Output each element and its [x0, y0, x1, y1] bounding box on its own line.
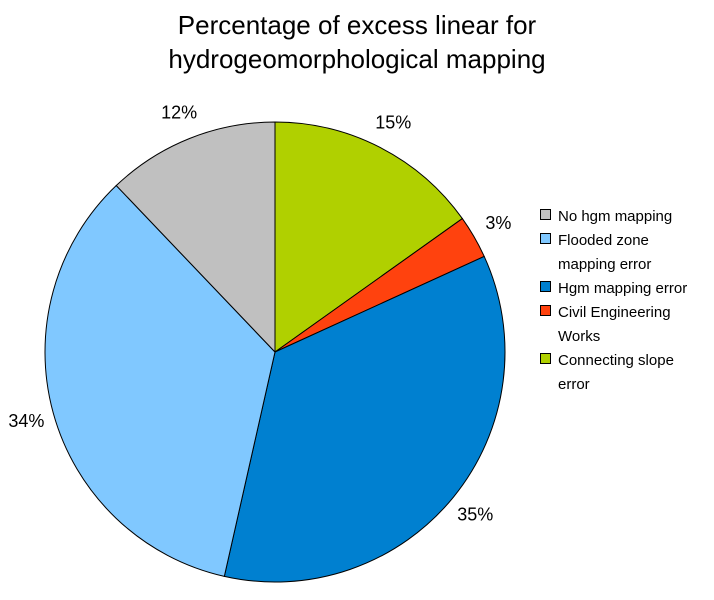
legend-swatch [540, 305, 551, 316]
legend-item-no-hgm-mapping: No hgm mapping [540, 205, 710, 229]
legend-swatch [540, 353, 551, 364]
chart-title-line-2: hydrogeomorphological mapping [168, 44, 546, 74]
legend-label-line: mapping error [558, 256, 652, 273]
legend-swatch [540, 209, 551, 220]
pie-slices [44, 121, 506, 583]
legend-label-line: Civil Engineering [558, 304, 671, 321]
legend: No hgm mapping Flooded zone mapping error H… [540, 205, 710, 397]
legend-label-line: Connecting slope [558, 352, 674, 369]
legend-label-line: Hgm mapping error [558, 280, 688, 297]
chart-title-line-1: Percentage of excess linear for [177, 10, 537, 40]
pie-labels: 15% 3% 35% 34% 12% [8, 102, 511, 524]
pie-slice-no-hgm-mapping [115, 121, 276, 354]
legend-label-line: Works [558, 328, 601, 345]
legend-swatch [540, 233, 551, 244]
chart-title: Percentage of excess linear for hydrogeo… [0, 8, 714, 76]
data-label-connecting-slope-error: 15% [375, 113, 411, 133]
data-label-flooded-zone-mapping-error: 34% [8, 411, 44, 431]
legend-item-civil-engineering-works: Civil Engineering Works [540, 301, 710, 349]
data-label-no-hgm-mapping: 12% [161, 102, 197, 122]
legend-label-line: error [558, 376, 590, 393]
data-label-civil-engineering-works: 3% [485, 213, 511, 233]
legend-item-connecting-slope-error: Connecting slope error [540, 349, 710, 397]
legend-swatch [540, 281, 551, 292]
legend-label-line: No hgm mapping [558, 208, 673, 225]
pie-slice-hgm-mapping-error [223, 255, 506, 583]
data-label-hgm-mapping-error: 35% [457, 505, 493, 525]
pie-slice-connecting-slope-error [274, 121, 464, 353]
legend-label-line: Flooded zone [558, 232, 649, 249]
pie-slice-flooded-zone-mapping-error [44, 184, 276, 577]
legend-item-hgm-mapping-error: Hgm mapping error [540, 277, 710, 301]
legend-item-flooded-zone-mapping-error: Flooded zone mapping error [540, 229, 710, 277]
